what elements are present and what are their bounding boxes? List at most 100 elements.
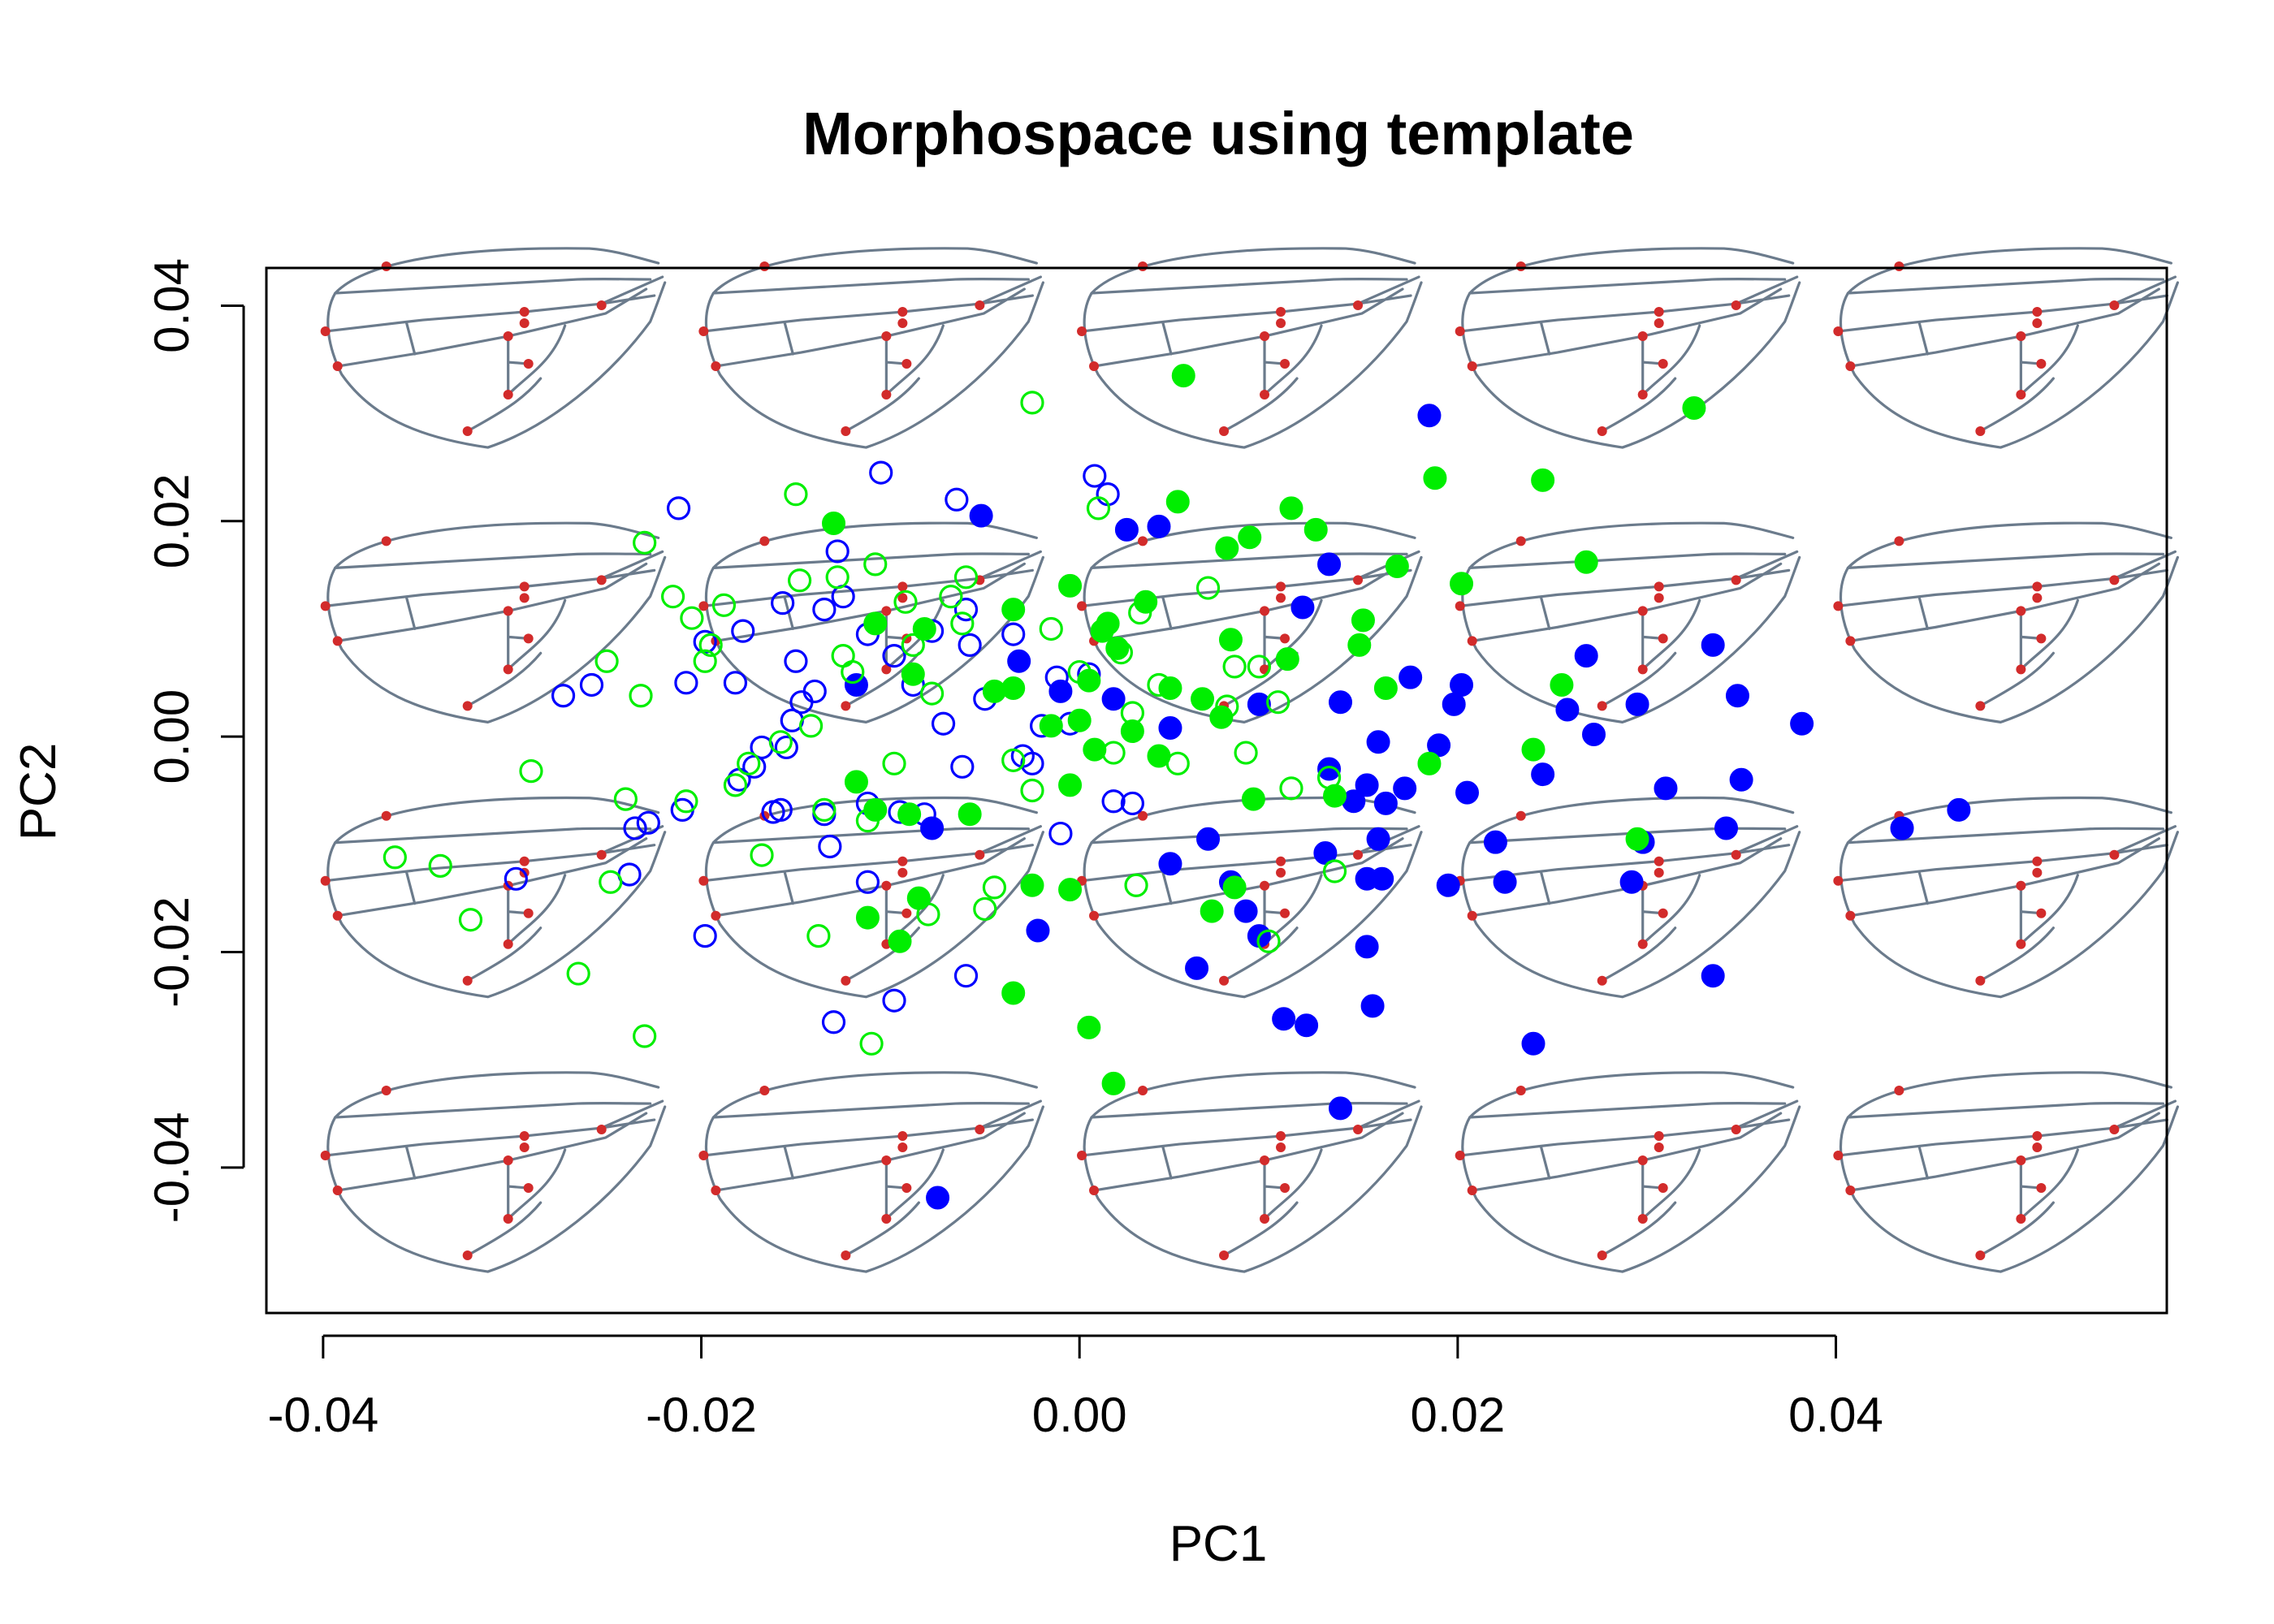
point-3-0 xyxy=(822,511,846,535)
point-3-17 xyxy=(1077,668,1101,693)
point-3-22 xyxy=(1120,719,1144,744)
point-1-15 xyxy=(1329,690,1353,715)
point-1-6 xyxy=(1114,517,1139,542)
point-1-41 xyxy=(1725,684,1749,708)
point-2-12 xyxy=(737,751,761,775)
point-0-57 xyxy=(774,735,798,760)
point-2-5 xyxy=(633,530,657,555)
series-3 xyxy=(822,364,1706,1095)
x-tick-label: 0.04 xyxy=(1788,1388,1883,1442)
point-1-50 xyxy=(1295,1013,1319,1038)
point-1-14 xyxy=(1317,552,1342,577)
point-2-46 xyxy=(1195,576,1221,600)
point-0-37 xyxy=(1083,464,1107,488)
point-1-5 xyxy=(1101,687,1126,711)
point-0-6 xyxy=(723,671,748,695)
point-3-32 xyxy=(1218,628,1243,652)
point-3-24 xyxy=(1147,744,1171,768)
point-3-7 xyxy=(901,662,925,686)
point-1-42 xyxy=(1729,767,1753,792)
point-3-3 xyxy=(863,611,888,636)
point-1-33 xyxy=(1582,723,1606,747)
point-2-64 xyxy=(674,789,698,814)
point-3-54 xyxy=(1101,1071,1126,1095)
point-3-4 xyxy=(863,797,888,822)
point-2-27 xyxy=(901,633,925,657)
point-1-60 xyxy=(1026,918,1050,943)
y-tick-label: -0.04 xyxy=(145,1112,199,1223)
point-2-36 xyxy=(1020,778,1044,803)
point-2-19 xyxy=(812,797,837,822)
point-0-46 xyxy=(818,834,842,859)
point-3-46 xyxy=(1450,572,1474,596)
point-0-17 xyxy=(831,585,855,609)
point-2-14 xyxy=(768,730,793,754)
point-2-35 xyxy=(1001,748,1026,772)
wing-template-3-4 xyxy=(1831,1071,2179,1273)
point-0-40 xyxy=(1120,791,1144,816)
point-3-56 xyxy=(1058,878,1083,902)
point-3-31 xyxy=(1215,536,1239,560)
point-1-51 xyxy=(1329,1096,1353,1121)
x-axis: -0.04 -0.02 0.00 0.02 0.04 xyxy=(267,1334,1883,1442)
point-0-2 xyxy=(666,496,691,520)
point-0-53 xyxy=(882,988,906,1013)
point-3-13 xyxy=(1020,873,1044,897)
point-3-58 xyxy=(1067,708,1092,732)
point-3-33 xyxy=(1222,875,1247,900)
point-3-26 xyxy=(1165,490,1190,514)
point-1-56 xyxy=(1355,866,1379,891)
point-2-60 xyxy=(458,908,483,932)
point-2-13 xyxy=(750,843,774,867)
data-points xyxy=(383,364,1971,1210)
wing-template-0-1 xyxy=(697,247,1044,449)
point-3-53 xyxy=(1077,1015,1101,1039)
point-3-36 xyxy=(1275,647,1299,672)
wing-template-3-0 xyxy=(319,1071,667,1273)
point-3-27 xyxy=(1171,364,1195,388)
point-1-18 xyxy=(1355,773,1379,797)
point-1-59 xyxy=(1521,1031,1546,1056)
point-2-26 xyxy=(893,590,918,614)
point-0-50 xyxy=(504,866,528,891)
point-2-3 xyxy=(613,787,638,811)
wing-template-grid xyxy=(319,247,2179,1273)
point-3-2 xyxy=(855,905,880,930)
y-axis-label: PC2 xyxy=(11,743,67,841)
point-3-45 xyxy=(1423,466,1447,490)
point-2-16 xyxy=(787,568,812,593)
point-0-16 xyxy=(825,539,850,564)
point-3-44 xyxy=(1417,751,1442,775)
point-2-29 xyxy=(919,681,945,706)
point-1-37 xyxy=(1654,776,1678,801)
point-3-14 xyxy=(1039,714,1063,738)
point-3-50 xyxy=(1574,550,1598,574)
point-1-23 xyxy=(1417,404,1442,428)
point-1-12 xyxy=(1247,692,1271,716)
point-1-53 xyxy=(1360,994,1385,1018)
point-3-28 xyxy=(1191,687,1215,711)
point-3-47 xyxy=(1521,737,1546,762)
point-3-29 xyxy=(1200,899,1224,923)
point-0-19 xyxy=(869,460,893,485)
point-1-61 xyxy=(926,1186,950,1210)
wing-template-0-4 xyxy=(1831,247,2179,449)
point-3-40 xyxy=(1347,633,1372,657)
chart-title: Morphospace using template xyxy=(802,100,1634,167)
point-3-30 xyxy=(1209,705,1234,729)
point-2-33 xyxy=(973,896,997,922)
point-1-39 xyxy=(1701,964,1725,988)
point-2-18 xyxy=(806,924,831,948)
x-tick-label: -0.02 xyxy=(646,1388,757,1442)
point-2-48 xyxy=(1222,654,1247,679)
point-1-27 xyxy=(1455,780,1480,805)
point-3-52 xyxy=(1682,395,1706,420)
y-tick-label: 0.02 xyxy=(145,473,199,568)
wing-template-2-4 xyxy=(1831,796,2179,999)
point-3-37 xyxy=(1279,496,1303,520)
point-3-43 xyxy=(1385,555,1409,579)
point-2-61 xyxy=(383,845,407,870)
point-2-0 xyxy=(519,759,543,784)
